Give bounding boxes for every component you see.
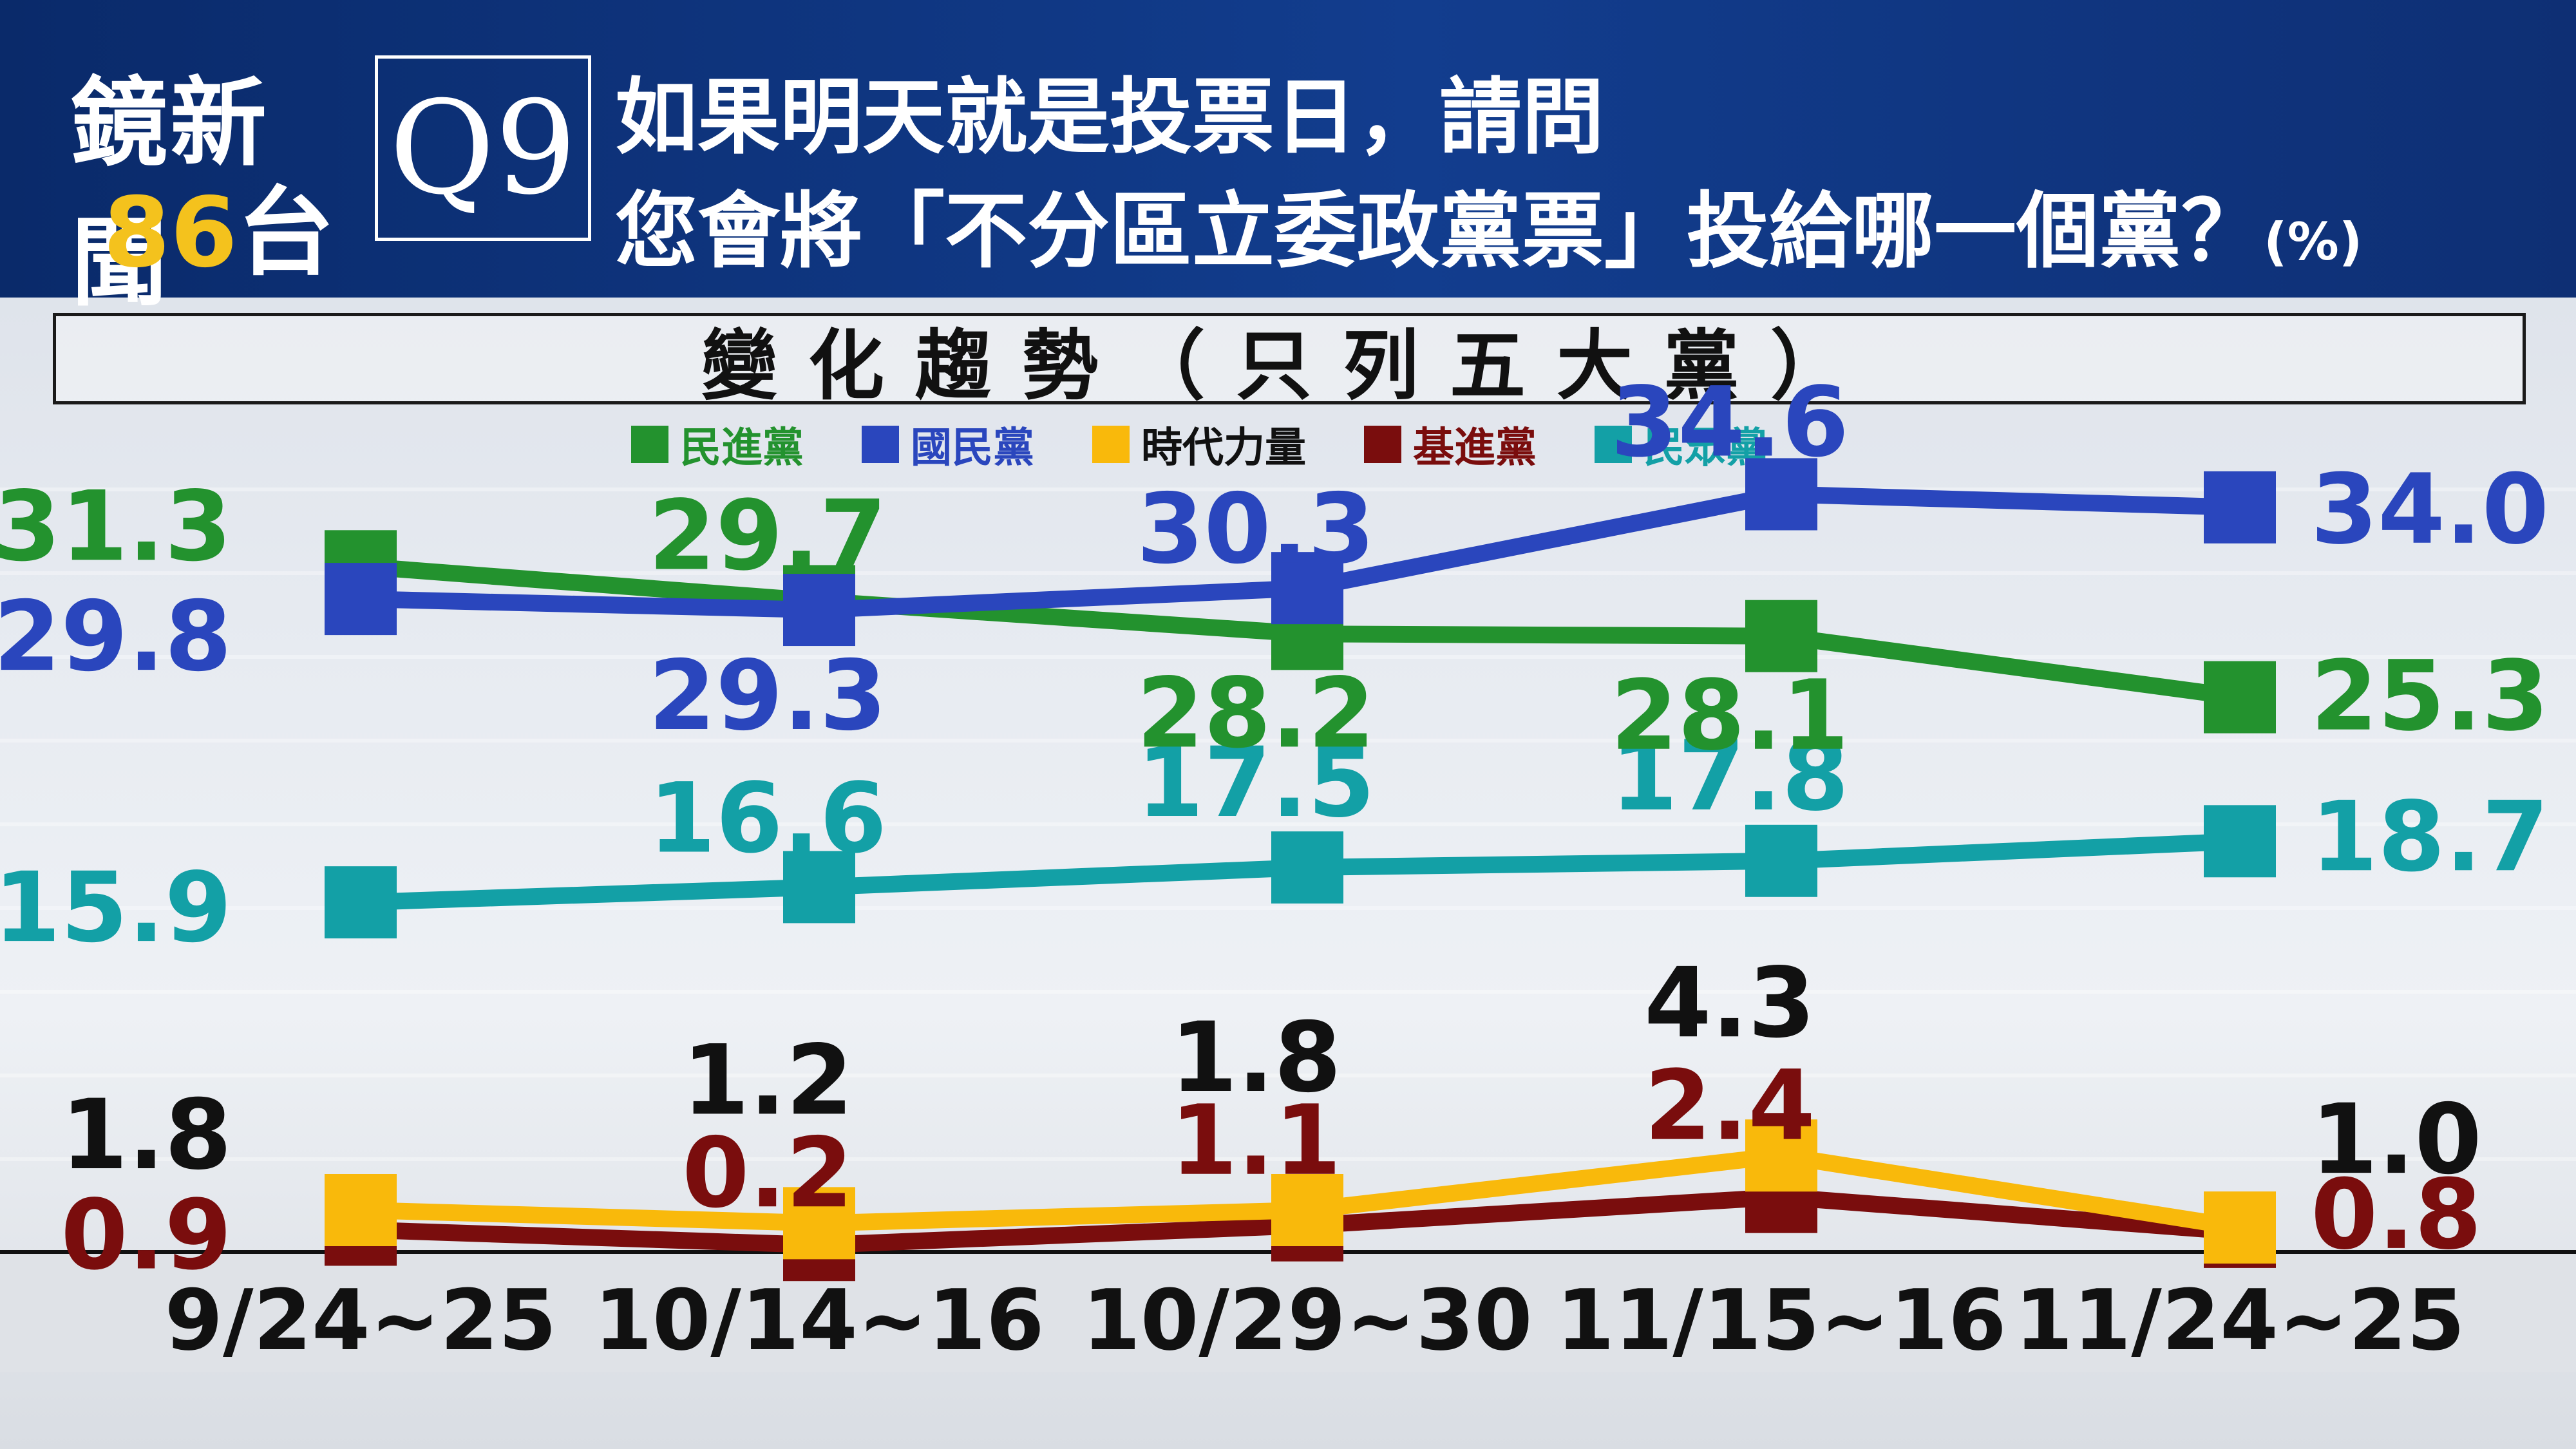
data-label: 29.7	[649, 480, 887, 592]
legend-swatch	[631, 426, 668, 463]
data-point	[1745, 458, 1817, 531]
question-unit: (%)	[2264, 212, 2363, 272]
header-banner: 鏡新聞 86台 Q9 如果明天就是投票日，請問 您會將「不分區立委政黨票」投給哪…	[0, 0, 2576, 319]
data-point	[325, 563, 397, 636]
data-point	[325, 866, 397, 939]
x-tick-label: 11/15~16	[1556, 1271, 2006, 1369]
data-label: 1.8	[61, 1079, 232, 1191]
data-label: 1.8	[1170, 1002, 1341, 1114]
question-line-1: 如果明天就是投票日，請問	[615, 69, 1605, 166]
x-tick-label: 11/24~25	[2014, 1271, 2465, 1369]
data-label: 15.9	[0, 852, 232, 964]
legend-swatch	[862, 426, 899, 463]
question-line-2-text: 您會將「不分區立委政黨票」投給哪一個黨？	[615, 183, 2264, 279]
data-label: 2.4	[1644, 1050, 1815, 1162]
legend-label: 基進黨	[1413, 424, 1537, 472]
data-label: 25.3	[2311, 641, 2549, 753]
data-label: 1.2	[682, 1025, 853, 1137]
data-label: 17.8	[1611, 721, 1849, 833]
legend-label: 民進黨	[680, 424, 804, 472]
data-label: 34.6	[1611, 366, 1849, 478]
brand-name: 鏡新聞	[71, 68, 270, 319]
data-point	[2204, 805, 2276, 878]
data-point	[1745, 1119, 1817, 1192]
data-point	[1271, 1174, 1343, 1246]
legend-swatch	[1364, 426, 1401, 463]
data-label: 17.5	[1137, 727, 1375, 839]
x-tick-label: 9/24~25	[165, 1271, 557, 1369]
legend-swatch	[1595, 426, 1632, 463]
legend-label: 國民黨	[911, 424, 1034, 472]
x-tick-label: 10/29~30	[1082, 1271, 1532, 1369]
data-label: 0.8	[2311, 1159, 2482, 1271]
data-point	[325, 1174, 397, 1246]
data-point	[2204, 471, 2276, 544]
data-point	[2204, 661, 2276, 734]
question-line-2: 您會將「不分區立委政黨票」投給哪一個黨？(%)	[615, 164, 2362, 283]
legend-item: 國民黨	[862, 415, 1034, 474]
data-label: 28.2	[1137, 658, 1375, 770]
data-label: 1.1	[1170, 1085, 1341, 1197]
data-label: 29.3	[649, 640, 887, 752]
data-point	[1271, 552, 1343, 625]
data-label: 0.2	[682, 1117, 853, 1229]
brand-channel-number: 86	[103, 177, 238, 289]
brand-channel-suffix: 台	[237, 177, 334, 289]
data-point	[1745, 824, 1817, 897]
data-point	[1745, 600, 1817, 672]
data-point	[783, 851, 855, 923]
data-label: 0.9	[61, 1180, 232, 1292]
data-label: 34.0	[2311, 454, 2549, 566]
legend-item: 民進黨	[631, 415, 804, 474]
legend-label: 時代力量	[1141, 424, 1306, 472]
data-label: 29.8	[0, 581, 232, 693]
x-tick-label: 10/14~16	[594, 1271, 1044, 1369]
legend-item: 基進黨	[1364, 415, 1537, 474]
data-point	[783, 1187, 855, 1260]
question-id-box: Q9	[375, 55, 591, 241]
legend-item: 時代力量	[1092, 415, 1306, 474]
data-point	[783, 574, 855, 647]
data-label: 31.3	[0, 471, 232, 583]
data-label: 30.3	[1137, 473, 1375, 585]
data-point	[1271, 831, 1343, 904]
brand-channel: 86台	[103, 155, 334, 294]
x-axis-band	[0, 1253, 2576, 1372]
chart-title: 變化趨勢（只列五大黨）	[53, 313, 2526, 410]
data-point	[2204, 1191, 2276, 1264]
data-label: 28.1	[1611, 660, 1849, 772]
data-label: 16.6	[649, 762, 887, 875]
data-label: 18.7	[2311, 781, 2549, 893]
legend-swatch	[1092, 426, 1130, 463]
data-label: 1.0	[2311, 1084, 2482, 1196]
chart-legend: 民進黨 國民黨 時代力量 基進黨 民眾黨	[631, 412, 1767, 477]
data-label: 4.3	[1644, 947, 1815, 1059]
